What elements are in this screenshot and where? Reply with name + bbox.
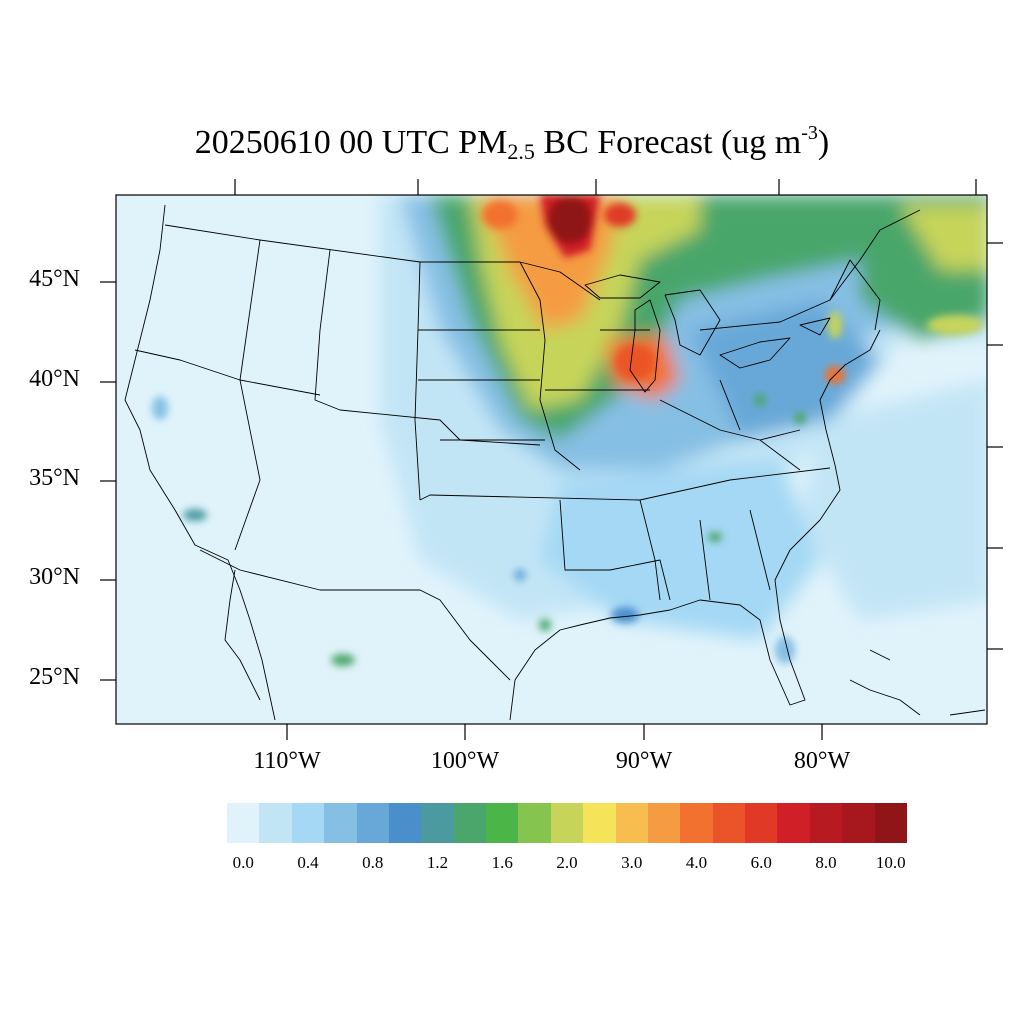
caribbean-islands (849, 649, 986, 716)
colorbar-swatch (809, 803, 843, 843)
colorbar-swatch (486, 803, 519, 843)
colorbar-swatch (453, 803, 486, 843)
lake-superior (584, 274, 661, 299)
state-line-a (414, 261, 421, 501)
lake-huron (664, 289, 721, 356)
colorbar-swatch (388, 803, 422, 843)
baja-coast (224, 569, 261, 701)
title-units-close: ) (817, 124, 830, 161)
colorbar-swatch (291, 803, 325, 843)
colorbar-swatch (777, 803, 810, 843)
pacific-coastline (124, 204, 276, 721)
concentration-field (116, 195, 987, 724)
state-line-j (829, 259, 881, 331)
colorbar-swatch (259, 803, 292, 843)
state-line-d (134, 349, 321, 396)
coastlines-and-borders (124, 204, 986, 721)
colorbar (227, 803, 907, 843)
colorbar-swatch (550, 803, 584, 843)
colorbar-swatch (356, 803, 389, 843)
lat-label-30n: 30°N (29, 564, 80, 590)
colorbar-swatch (874, 803, 907, 843)
colorbar-tick-label: 3.0 (621, 853, 643, 872)
state-line-c (234, 239, 261, 551)
colorbar-tick-label: 2.0 (556, 853, 578, 872)
lat-label-45n: 45°N (29, 266, 80, 292)
lon-label-80w: 80°W (793, 748, 851, 774)
colorbar-tick-label: 1.6 (491, 853, 513, 872)
state-line-h (418, 329, 650, 441)
colorbar-tick-label: 8.0 (815, 853, 837, 872)
colorbar-swatch (647, 803, 681, 843)
title-date: 20250610 (194, 124, 331, 161)
colorbar-swatch (615, 803, 648, 843)
lon-label-90w: 90°W (615, 748, 673, 774)
colorbar-tick-label: 4.0 (685, 853, 708, 872)
title-units-open: (ug m (720, 124, 802, 161)
state-line-i (659, 379, 801, 471)
state-line-g (639, 499, 771, 601)
canada-border-east (699, 209, 921, 331)
colorbar-tick-label: 0.4 (297, 853, 319, 872)
colorbar-swatch (421, 803, 454, 843)
lon-label-110w: 110°W (253, 748, 321, 774)
title-units: (ug m-3) (720, 122, 830, 161)
state-line-f (559, 499, 671, 601)
lake-ontario (799, 317, 831, 336)
lake-erie (719, 337, 791, 369)
map-title: 20250610 00 UTC PM2.5 BC Forecast (ug m-… (0, 122, 1024, 165)
colorbar-swatch (680, 803, 713, 843)
title-units-superscript: -3 (801, 122, 818, 144)
mississippi-line (519, 261, 581, 471)
lat-label-40n: 40°N (29, 366, 80, 392)
colorbar-swatch (745, 803, 778, 843)
canada-border-west (164, 224, 601, 301)
colorbar-tick-label: 6.0 (750, 853, 772, 872)
colorbar-swatch (842, 803, 875, 843)
colorbar-swatch (227, 803, 260, 843)
lat-label-35n: 35°N (29, 465, 80, 491)
title-species: PM (458, 124, 508, 161)
colorbar-tick-label: 0.0 (232, 853, 254, 872)
lat-label-25n: 25°N (29, 664, 80, 690)
atlantic-gulf-coastline (509, 329, 881, 721)
mexico-border (199, 549, 511, 681)
title-hour: 00 UTC (339, 124, 450, 161)
ticks (100, 179, 1003, 740)
colorbar-tick-label: 10.0 (875, 853, 906, 872)
colorbar-tick-label: 1.2 (426, 853, 449, 872)
colorbar-tick-label: 0.8 (362, 853, 384, 872)
lake-michigan (629, 299, 661, 393)
title-product: BC Forecast (543, 124, 713, 161)
colorbar-swatch (712, 803, 745, 843)
map-frame (115, 194, 988, 725)
colorbar-swatch (583, 803, 616, 843)
lon-label-100w: 100°W (430, 748, 500, 774)
colorbar-swatch (518, 803, 551, 843)
colorbar-swatch (324, 803, 357, 843)
title-species-subscript: 2.5 (507, 139, 535, 164)
